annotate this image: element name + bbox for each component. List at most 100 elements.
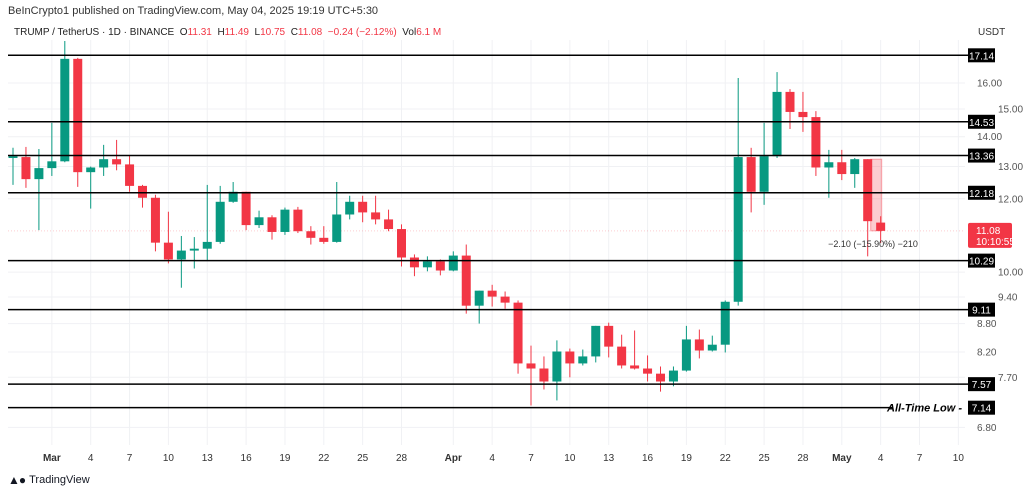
candle-down[interactable] xyxy=(694,339,704,351)
symbol-title[interactable]: TRUMP / TetherUS · 1D · BINANCE xyxy=(14,27,175,38)
x-tick-label: 7 xyxy=(127,453,133,464)
x-tick-label: 4 xyxy=(88,453,94,464)
candle-up[interactable] xyxy=(733,157,743,302)
candle-down[interactable] xyxy=(461,255,471,306)
candle-down[interactable] xyxy=(811,117,821,168)
candle-down[interactable] xyxy=(125,164,135,186)
candle-down[interactable] xyxy=(643,368,653,374)
level-price-badge xyxy=(968,253,995,268)
level-price-badge xyxy=(968,148,995,163)
candle-down[interactable] xyxy=(604,325,614,347)
candle-down[interactable] xyxy=(293,209,303,232)
candle-up[interactable] xyxy=(448,255,458,271)
candle-down[interactable] xyxy=(150,197,160,243)
candle-up[interactable] xyxy=(772,91,782,157)
candle-down[interactable] xyxy=(863,159,873,222)
candle-up[interactable] xyxy=(422,261,432,268)
candle-down[interactable] xyxy=(73,58,83,173)
candle-up[interactable] xyxy=(86,167,96,173)
candle-up[interactable] xyxy=(332,214,342,242)
candle-down[interactable] xyxy=(617,346,627,366)
candle-down[interactable] xyxy=(656,373,665,382)
x-tick-label: 25 xyxy=(759,453,771,464)
y-tick-label: 6.80 xyxy=(977,423,997,434)
close-value: 11.08 xyxy=(297,27,323,38)
candle-down[interactable] xyxy=(397,229,406,258)
candle-down[interactable] xyxy=(487,290,497,297)
change-value: −0.24 (−2.12%) xyxy=(327,27,397,38)
candle-up[interactable] xyxy=(176,250,186,260)
y-tick-label: 7.70 xyxy=(998,373,1018,384)
candle-up[interactable] xyxy=(591,325,601,357)
y-tick-label: 16.00 xyxy=(977,79,1002,90)
candle-down[interactable] xyxy=(876,222,886,231)
x-tick-label: 10 xyxy=(163,453,175,464)
candle-up[interactable] xyxy=(99,159,109,168)
candle-up[interactable] xyxy=(189,248,199,251)
candle-down[interactable] xyxy=(409,257,419,268)
x-tick-label: 7 xyxy=(528,453,534,464)
candle-up[interactable] xyxy=(850,159,860,175)
candle-up[interactable] xyxy=(824,162,834,168)
candle-up[interactable] xyxy=(228,191,238,202)
y-tick-label: 15.00 xyxy=(998,104,1023,115)
candle-up[interactable] xyxy=(8,156,18,158)
candle-down[interactable] xyxy=(163,242,173,260)
candle-up[interactable] xyxy=(578,356,588,364)
candle-up[interactable] xyxy=(34,168,44,180)
level-price-label: 10.29 xyxy=(969,257,994,268)
x-tick-label: 7 xyxy=(917,453,923,464)
candle-up[interactable] xyxy=(720,301,730,345)
candle-down[interactable] xyxy=(798,111,808,118)
level-price-badge xyxy=(968,185,995,200)
level-price-label: 17.14 xyxy=(969,51,994,62)
candle-up[interactable] xyxy=(60,58,70,162)
candle-down[interactable] xyxy=(358,201,368,213)
candle-down[interactable] xyxy=(565,351,575,364)
candle-up[interactable] xyxy=(668,370,678,382)
candle-down[interactable] xyxy=(384,219,394,230)
x-tick-label: 4 xyxy=(489,453,495,464)
candle-up[interactable] xyxy=(759,156,769,192)
candle-down[interactable] xyxy=(435,261,445,271)
current-price-badge xyxy=(968,222,1012,248)
level-price-badge xyxy=(968,114,995,129)
candle-up[interactable] xyxy=(707,344,717,351)
candle-up[interactable] xyxy=(202,241,212,249)
candle-down[interactable] xyxy=(371,212,381,220)
candle-down[interactable] xyxy=(112,159,122,165)
candle-down[interactable] xyxy=(267,217,277,232)
symbol-legend: TRUMP / TetherUS · 1D · BINANCE O11.31 H… xyxy=(14,27,441,38)
x-tick-label: 13 xyxy=(603,453,615,464)
candle-down[interactable] xyxy=(21,157,31,180)
x-tick-label: 28 xyxy=(396,453,408,464)
candle-up[interactable] xyxy=(215,201,225,242)
candle-up[interactable] xyxy=(345,201,355,215)
candle-down[interactable] xyxy=(630,365,640,369)
candle-down[interactable] xyxy=(241,191,251,226)
candle-up[interactable] xyxy=(254,217,264,226)
candle-down[interactable] xyxy=(785,91,795,112)
x-tick-label: 19 xyxy=(279,453,291,464)
candle-up[interactable] xyxy=(681,339,691,371)
brand-name: TradingView xyxy=(29,474,90,486)
x-tick-label: May xyxy=(832,453,852,464)
candle-down[interactable] xyxy=(138,185,147,198)
candle-down[interactable] xyxy=(306,231,316,238)
candle-up[interactable] xyxy=(47,161,57,169)
tradingview-footer: ▲● TradingView xyxy=(8,473,90,487)
y-tick-label: 12.00 xyxy=(998,194,1023,205)
candle-down[interactable] xyxy=(500,296,510,303)
bar-countdown: 10:10:55 xyxy=(976,237,1015,248)
candle-down[interactable] xyxy=(319,237,329,242)
candle-down[interactable] xyxy=(837,162,847,175)
candle-down[interactable] xyxy=(539,368,549,382)
candle-up[interactable] xyxy=(280,209,290,232)
candle-up[interactable] xyxy=(552,351,562,382)
candle-down[interactable] xyxy=(746,157,756,192)
x-tick-label: 10 xyxy=(953,453,965,464)
candle-down[interactable] xyxy=(526,363,536,369)
candle-down[interactable] xyxy=(513,302,523,364)
candle-up[interactable] xyxy=(474,290,484,306)
